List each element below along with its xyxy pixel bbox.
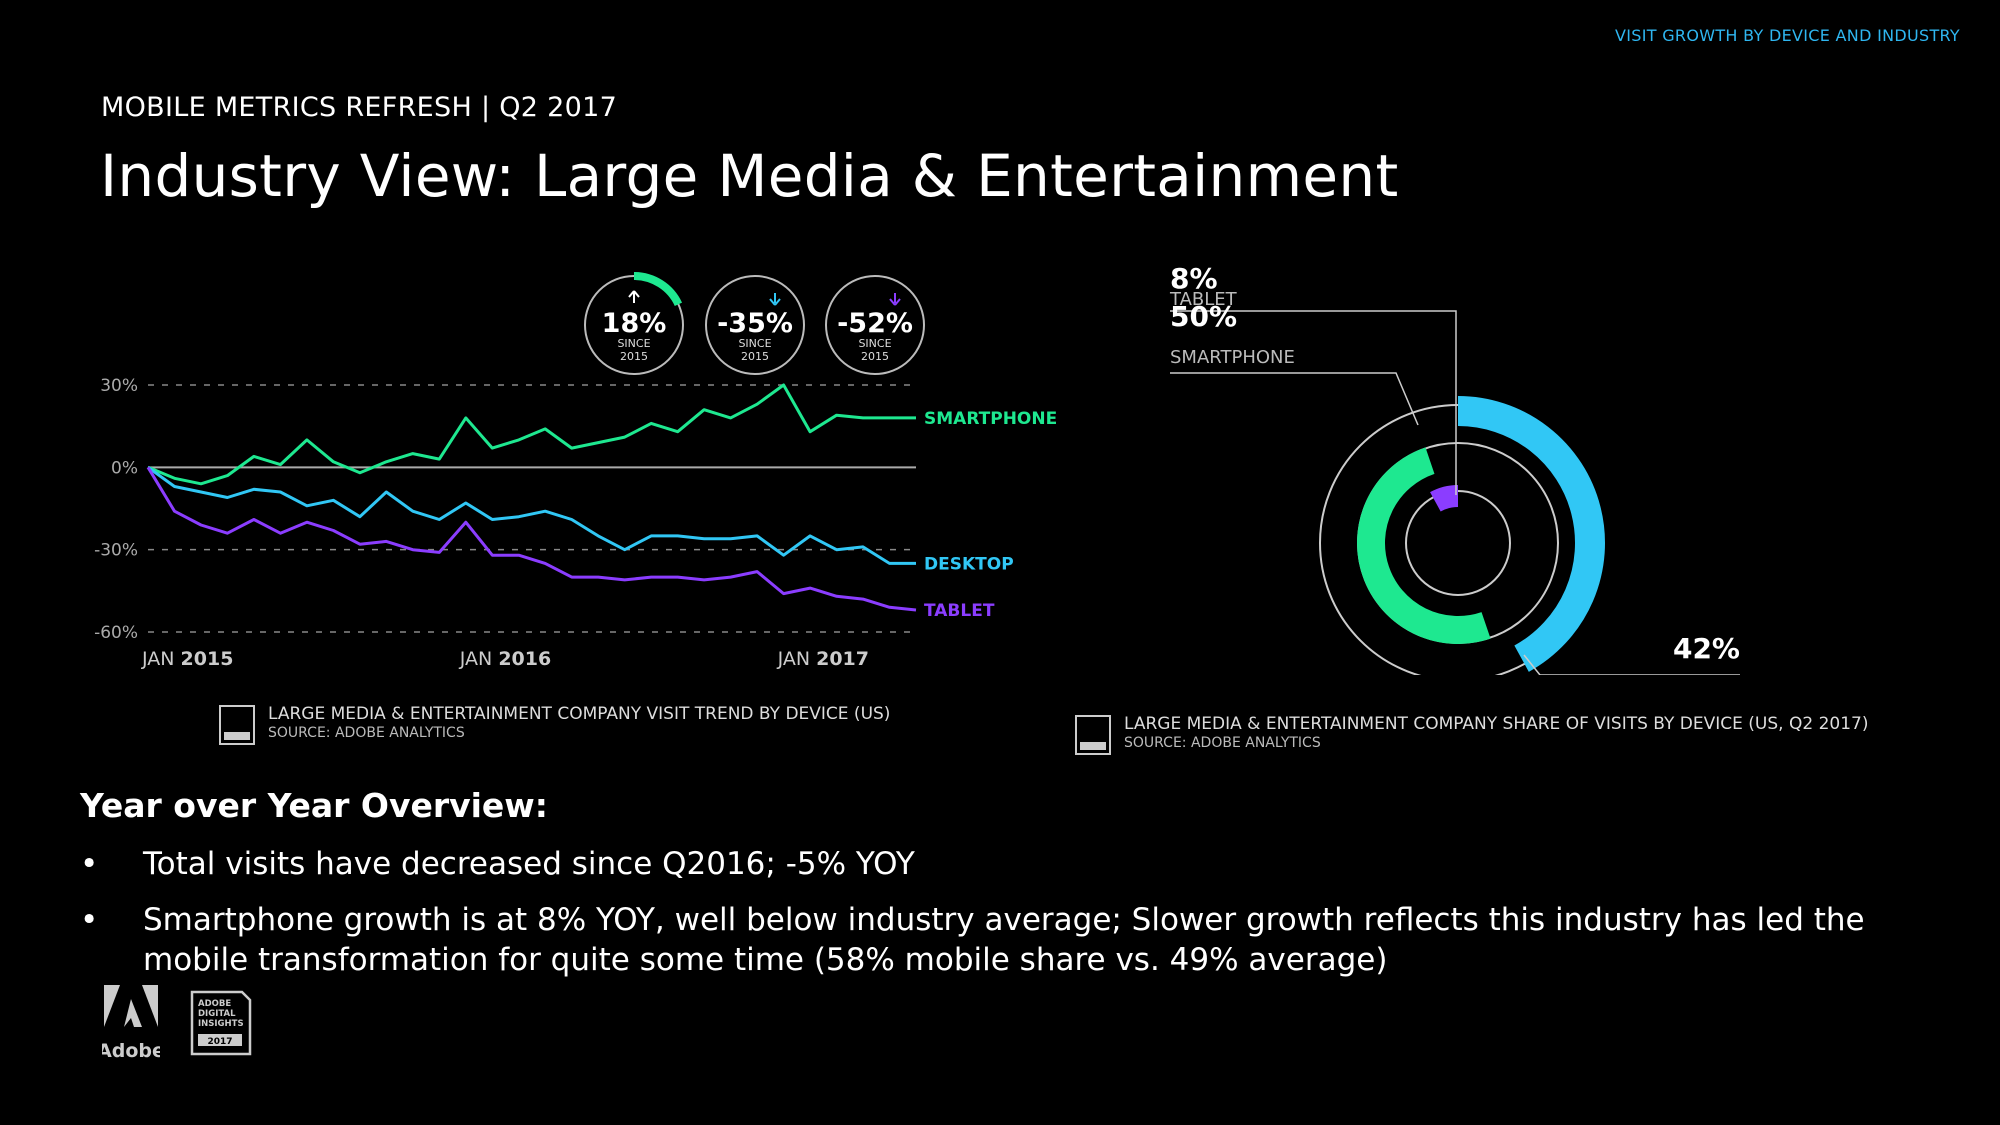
series-label-smartphone: SMARTPHONE xyxy=(924,409,1057,429)
adobe-logo: Adobe xyxy=(102,985,160,1062)
leader-line-smartphone xyxy=(1170,372,1419,426)
badge-since: SINCE xyxy=(738,337,771,350)
leader-line-tablet xyxy=(1170,310,1457,495)
svg-text:DIGITAL: DIGITAL xyxy=(198,1009,236,1019)
bullet-text: Smartphone growth is at 8% YOY, well bel… xyxy=(143,902,1865,978)
bullet-dot: • xyxy=(80,902,99,938)
series-line-tablet xyxy=(146,466,917,612)
y-tick-label: -30% xyxy=(94,541,138,561)
line-chart-source: SOURCE: ADOBE ANALYTICS xyxy=(268,725,465,741)
donut-slice-tablet xyxy=(1430,485,1459,512)
series-line-desktop xyxy=(147,466,916,565)
slice-value-smartphone: 50% xyxy=(1170,300,1237,333)
slice-label-tablet: TABLET xyxy=(1169,289,1238,310)
section-label: VISIT GROWTH BY DEVICE AND INDUSTRY xyxy=(1615,26,1960,45)
donut-slice-smartphone xyxy=(1357,447,1491,644)
badge-year: 2015 xyxy=(620,350,648,363)
badge-value: -52% xyxy=(837,308,913,339)
x-tick-label: JAN 2015 xyxy=(141,648,233,670)
x-tick-label: JAN 2016 xyxy=(459,648,551,670)
list-item: • Total visits have decreased since Q201… xyxy=(80,844,1940,884)
arrow-down-icon xyxy=(769,293,781,306)
svg-text:ADOBE: ADOBE xyxy=(198,999,231,1009)
bullet-dot: • xyxy=(80,846,99,882)
adi-caption-icon xyxy=(219,705,255,745)
badge-value: 18% xyxy=(602,308,667,339)
growth-arc xyxy=(633,272,683,307)
slice-value-tablet: 8% xyxy=(1170,262,1218,295)
slice-value-desktop: 42% xyxy=(1673,632,1740,665)
series-line-smartphone xyxy=(147,383,916,486)
y-tick-label: 0% xyxy=(111,458,138,478)
adi-caption-icon xyxy=(1075,715,1111,755)
donut-chart-caption: LARGE MEDIA & ENTERTAINMENT COMPANY SHAR… xyxy=(1074,714,1868,758)
y-tick-label: 30% xyxy=(100,376,138,396)
eyebrow-title: MOBILE METRICS REFRESH | Q2 2017 xyxy=(101,92,618,123)
arrow-up-icon xyxy=(628,290,640,303)
donut-chart-title: LARGE MEDIA & ENTERTAINMENT COMPANY SHAR… xyxy=(1124,714,1869,734)
donut-chart-source: SOURCE: ADOBE ANALYTICS xyxy=(1124,735,1321,751)
visit-trend-line-chart: 30% 0% -30% -60%JAN 2015 JAN 2016 JAN 2017 SMA… xyxy=(94,272,1057,670)
svg-text:2017: 2017 xyxy=(207,1037,232,1047)
series-label-desktop: DESKTOP xyxy=(924,554,1014,574)
series-label-tablet: TABLET xyxy=(924,601,995,621)
slice-label-smartphone: SMARTPHONE xyxy=(1170,347,1295,368)
overview-bullets: • Total visits have decreased since Q201… xyxy=(80,844,1940,996)
page-title: Industry View: Large Media & Entertainme… xyxy=(100,142,1399,210)
adobe-digital-insights-logo: ADOBE DIGITAL INSIGHTS 2017 xyxy=(190,990,252,1056)
line-chart-caption: LARGE MEDIA & ENTERTAINMENT COMPANY VISI… xyxy=(218,704,890,748)
svg-text:INSIGHTS: INSIGHTS xyxy=(198,1019,244,1029)
svg-text:Adobe: Adobe xyxy=(102,1040,160,1062)
donut-slice-desktop xyxy=(1457,396,1605,672)
badge-year: 2015 xyxy=(861,350,889,363)
badge-since: SINCE xyxy=(617,337,650,350)
x-tick-label: JAN 2017 xyxy=(777,648,869,670)
leader-line-desktop xyxy=(1523,654,1740,675)
line-chart-title: LARGE MEDIA & ENTERTAINMENT COMPANY VISI… xyxy=(268,704,891,724)
y-tick-label: -60% xyxy=(94,623,138,643)
badge-value: -35% xyxy=(717,308,793,339)
overview-heading: Year over Year Overview: xyxy=(80,786,548,825)
badge-since: SINCE xyxy=(858,337,891,350)
arrow-down-icon xyxy=(889,293,901,306)
badge-year: 2015 xyxy=(741,350,769,363)
list-item: • Smartphone growth is at 8% YOY, well b… xyxy=(80,900,1940,980)
bullet-text: Total visits have decreased since Q2016;… xyxy=(143,846,915,882)
